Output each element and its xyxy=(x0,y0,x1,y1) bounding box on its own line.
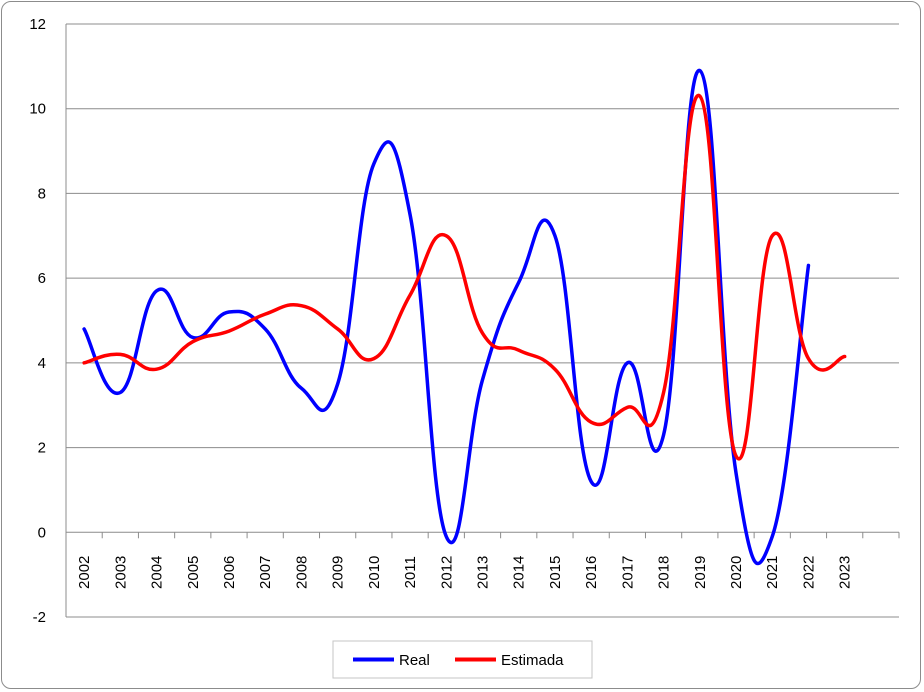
gridlines xyxy=(65,23,900,618)
x-tick-label: 2006 xyxy=(221,556,238,589)
series-line-real xyxy=(82,68,811,566)
series-lines xyxy=(82,68,847,566)
x-tick-label: 2012 xyxy=(438,556,455,589)
x-tick-label: 2005 xyxy=(185,556,202,589)
series-line-estimada xyxy=(82,94,847,461)
x-tick-label: 2022 xyxy=(800,556,817,589)
x-tick-label: 2021 xyxy=(764,556,781,589)
x-tick-label: 2010 xyxy=(366,556,383,589)
x-tick-label: 2007 xyxy=(257,556,274,589)
y-tick-label: 2 xyxy=(38,440,46,457)
x-tick-label: 2013 xyxy=(475,556,492,589)
x-tick-label: 2003 xyxy=(112,556,129,589)
x-tick-label: 2011 xyxy=(402,556,419,588)
x-tick-label: 2020 xyxy=(728,556,745,589)
x-tick-label: 2015 xyxy=(547,556,564,589)
x-tick-label: 2016 xyxy=(583,556,600,589)
x-tick-label: 2023 xyxy=(837,556,854,589)
legend-label-estimada: Estimada xyxy=(501,652,564,669)
y-tick-label: 4 xyxy=(38,355,46,372)
x-tick-label: 2018 xyxy=(656,556,673,589)
y-tick-label: 8 xyxy=(38,185,46,202)
x-tick-label: 2019 xyxy=(692,556,709,589)
legend-label-real: Real xyxy=(399,652,430,669)
y-tick-label: 0 xyxy=(38,524,46,541)
x-tick-label: 2004 xyxy=(149,556,166,589)
y-tick-label: -2 xyxy=(33,609,46,626)
x-tick-label: 2017 xyxy=(619,556,636,589)
x-tick-label: 2002 xyxy=(76,556,93,589)
axes xyxy=(65,24,899,617)
x-tick-label: 2009 xyxy=(330,556,347,589)
y-tick-labels: -2 0 2 4 6 8 10 12 xyxy=(29,16,46,626)
y-tick-label: 10 xyxy=(29,101,46,118)
x-tick-label: 2014 xyxy=(511,556,528,589)
y-tick-label: 6 xyxy=(38,270,46,287)
y-tick-label: 12 xyxy=(29,16,46,33)
x-tick-labels: 2002 2003 2004 2005 2006 2007 2008 2009 2010 2011… xyxy=(76,556,854,589)
legend: Real Estimada xyxy=(332,640,593,679)
x-tick-label: 2008 xyxy=(293,556,310,589)
